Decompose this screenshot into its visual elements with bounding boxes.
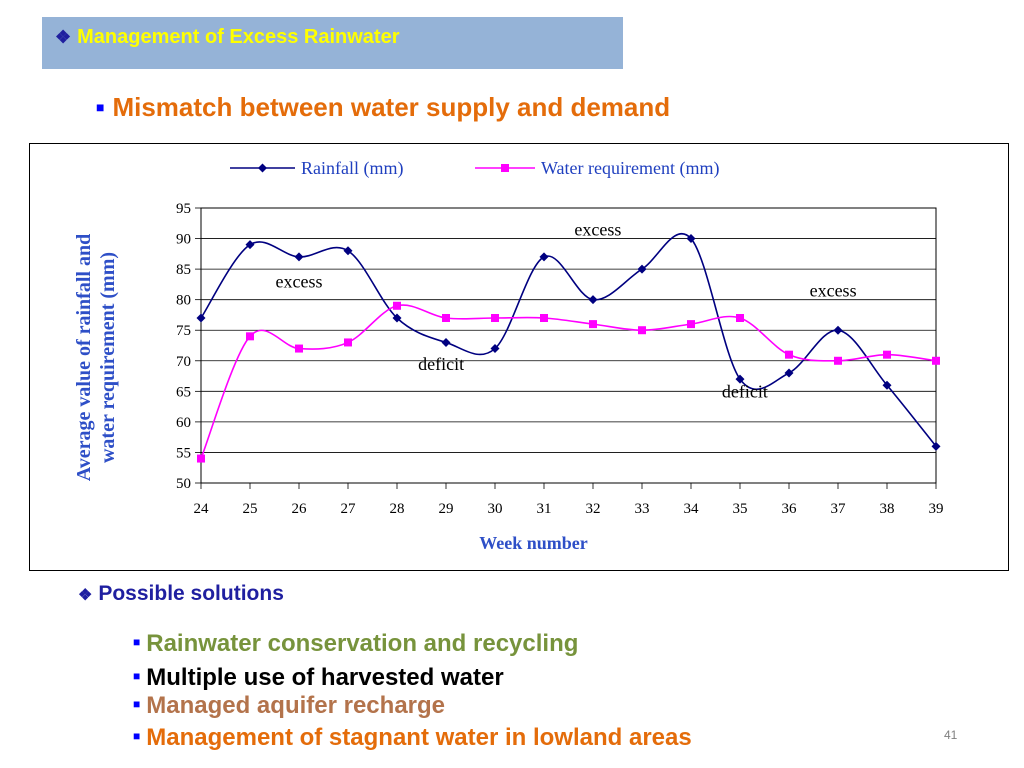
- data-point: [785, 350, 793, 359]
- legend-label: Water requirement (mm): [541, 158, 719, 179]
- data-point: [540, 314, 548, 322]
- solutions-heading: ❖ Possible solutions: [78, 582, 284, 606]
- y-tick-label: 75: [176, 323, 191, 339]
- y-tick-label: 90: [176, 232, 191, 248]
- data-point: [490, 344, 500, 354]
- x-tick-label: 36: [782, 501, 798, 517]
- data-point: [196, 313, 206, 323]
- solution-item: ■ Managed aquifer recharge: [133, 692, 445, 720]
- data-point: [883, 350, 891, 359]
- data-point: [197, 454, 205, 463]
- series-line: [200, 304, 937, 459]
- data-point: [441, 337, 451, 347]
- x-tick-label: 35: [733, 501, 748, 517]
- data-point: [833, 325, 843, 335]
- data-point: [932, 356, 940, 365]
- y-tick-label: 65: [176, 384, 191, 400]
- data-point: [637, 264, 647, 274]
- x-tick-label: 26: [292, 501, 308, 517]
- x-tick-label: 25: [243, 501, 258, 517]
- x-tick-label: 31: [537, 501, 552, 517]
- data-point: [931, 441, 941, 451]
- plot-area: [200, 207, 937, 484]
- data-point: [736, 314, 744, 322]
- x-tick-label: 33: [635, 501, 650, 517]
- data-point: [588, 295, 598, 305]
- chart-annotation: excess: [276, 271, 323, 291]
- data-point: [294, 252, 304, 262]
- x-tick-label: 29: [439, 501, 454, 517]
- x-tick-label: 37: [831, 501, 847, 517]
- series-line: [200, 232, 937, 447]
- x-tick-label: 27: [341, 501, 357, 517]
- data-point: [834, 356, 842, 365]
- solution-item-text: Multiple use of harvested water: [146, 664, 504, 691]
- chart-annotation: excess: [810, 281, 857, 301]
- data-point: [343, 246, 353, 256]
- solution-item-text: Management of stagnant water in lowland …: [146, 724, 692, 751]
- y-tick-label: 80: [176, 293, 191, 309]
- header-bar: [42, 17, 623, 69]
- y-axis-title: Average value of rainfall and water requi…: [73, 234, 119, 481]
- chart-annotation: excess: [574, 220, 621, 240]
- y-tick-label: 60: [176, 415, 191, 431]
- x-tick-label: 28: [390, 501, 405, 517]
- solution-item: ■ Management of stagnant water in lowland…: [133, 724, 692, 752]
- legend-marker: [258, 163, 267, 173]
- diamond-bullet-icon: ❖: [55, 27, 72, 47]
- square-bullet-icon: ■: [133, 697, 141, 711]
- data-point: [686, 234, 696, 244]
- data-point: [344, 338, 352, 347]
- y-tick-label: 55: [176, 445, 191, 461]
- square-bullet-icon: ■: [133, 669, 141, 683]
- square-bullet-icon: ■: [133, 729, 141, 743]
- solution-item: ■ Multiple use of harvested water: [133, 664, 504, 692]
- slide-title-text: Management of Excess Rainwater: [77, 26, 400, 48]
- diamond-bullet-icon: ❖: [78, 587, 93, 604]
- slide-title: ❖ Management of Excess Rainwater: [55, 26, 399, 49]
- y-axis-title-line: water requirement (mm): [97, 252, 119, 463]
- data-point: [442, 314, 450, 322]
- legend-label: Rainfall (mm): [301, 158, 403, 179]
- square-bullet-icon: ■: [133, 635, 141, 649]
- data-point: [393, 301, 401, 310]
- x-tick-label: 38: [880, 501, 895, 517]
- chart-heading: ■ Mismatch between water supply and deman…: [96, 92, 670, 123]
- solution-item-text: Managed aquifer recharge: [146, 692, 446, 719]
- line-chart: 50 55 60 65 70 75 80 85 90 95 24 25 26 27 28 29 30 31 32 33…: [73, 158, 944, 553]
- data-point: [735, 374, 745, 384]
- y-tick-label: 95: [176, 201, 191, 217]
- y-tick-label: 85: [176, 262, 191, 278]
- y-axis-title-line: Average value of rainfall and: [73, 234, 95, 481]
- x-tick-label: 24: [194, 501, 210, 517]
- x-tick-label: 34: [684, 501, 700, 517]
- x-tick-label: 32: [586, 501, 601, 517]
- data-point: [589, 320, 597, 329]
- data-point: [539, 252, 549, 262]
- data-point: [246, 332, 254, 341]
- data-point: [245, 240, 255, 250]
- chart-annotation: deficit: [722, 381, 768, 401]
- chart-heading-text: Mismatch between water supply and demand: [112, 92, 671, 122]
- y-tick-label: 70: [176, 354, 191, 370]
- x-tick-label: 30: [488, 501, 503, 517]
- data-point: [784, 368, 794, 378]
- solution-item-text: Rainwater conservation and recycling: [146, 630, 579, 657]
- x-axis-title: Week number: [479, 533, 588, 553]
- square-bullet-icon: ■: [96, 99, 105, 115]
- page-number: 41: [944, 728, 958, 742]
- solutions-heading-text: Possible solutions: [98, 582, 284, 605]
- data-point: [392, 313, 402, 323]
- chart-frame: 50 55 60 65 70 75 80 85 90 95 24 25 26 27 28 29 30 31 32 33…: [29, 143, 1009, 571]
- x-tick-label: 39: [929, 501, 944, 517]
- data-point: [882, 380, 892, 390]
- data-point: [295, 344, 303, 353]
- data-point: [687, 320, 695, 329]
- chart-annotation: deficit: [418, 354, 464, 374]
- solution-item: ■ Rainwater conservation and recycling: [133, 630, 578, 658]
- data-point: [491, 314, 499, 322]
- y-tick-label: 50: [176, 476, 191, 492]
- data-point: [638, 326, 646, 335]
- legend-marker: [501, 164, 509, 172]
